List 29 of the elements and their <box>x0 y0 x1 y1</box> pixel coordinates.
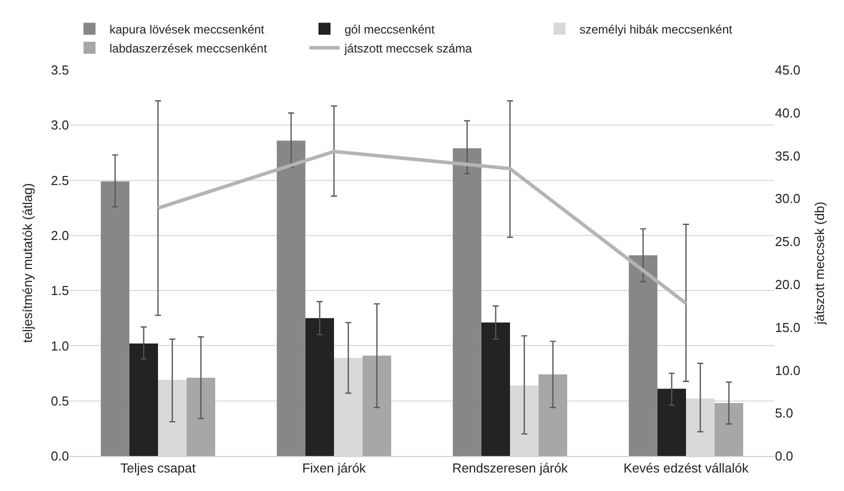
y2-tick-label: 15.0 <box>775 320 800 335</box>
y2-tick-label: 30.0 <box>775 191 800 206</box>
y-tick-label: 0.0 <box>50 448 69 464</box>
y-tick-label: 3.0 <box>50 118 69 133</box>
x-tick-label: Teljes csapat <box>120 460 196 476</box>
legend-label: személyi hibák meccsenként <box>580 22 733 36</box>
legend-label: labdaszerzések meccsenként <box>110 41 268 56</box>
y-tick-label: 1.5 <box>50 283 69 298</box>
legend-label: kapura lövések meccsenként <box>110 22 265 36</box>
y2-axis-title: játszott meccsek (db) <box>812 202 827 326</box>
x-tick-label: Kevés edzést vállalók <box>623 460 750 476</box>
y2-tick-label: 5.0 <box>775 406 794 421</box>
y2-tick-label: 40.0 <box>775 105 800 120</box>
legend-label: játszott meccsek száma <box>344 41 472 56</box>
x-tick-label: Rendszeresen járók <box>452 460 568 476</box>
legend-label: gól meccsenként <box>344 22 436 36</box>
y2-tick-label: 35.0 <box>775 148 800 164</box>
y-tick-label: 2.5 <box>50 172 69 188</box>
y-tick-label: 2.0 <box>50 228 69 243</box>
y-tick-label: 3.5 <box>50 62 69 78</box>
y2-tick-label: 10.0 <box>775 362 800 378</box>
y2-tick-label: 25.0 <box>775 234 800 250</box>
y-axis-title: teljesítmény mutatók (átlag) <box>20 183 35 343</box>
y2-tick-label: 0.0 <box>775 448 794 464</box>
y2-tick-label: 20.0 <box>775 276 800 292</box>
y2-tick-label: 45.0 <box>775 62 800 78</box>
y-tick-label: 1.0 <box>50 338 69 354</box>
x-tick-label: Fixen járók <box>302 460 366 476</box>
y-tick-label: 0.5 <box>50 393 69 408</box>
